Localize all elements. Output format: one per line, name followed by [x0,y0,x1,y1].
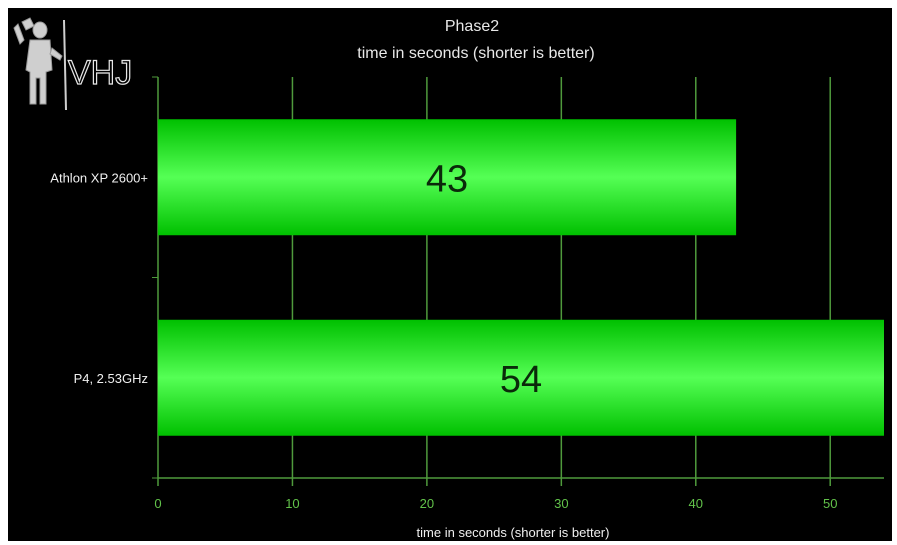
x-tick-label-30: 30 [554,496,568,511]
category-label-0: Athlon XP 2600+ [50,170,148,185]
chart-subtitle: time in seconds (shorter is better) [357,45,594,62]
bars [158,119,884,436]
labels: 0 10 20 30 40 50 43 Athlon XP 2600+ 54 P4, 2.53GH… [50,158,837,511]
chart-background [8,8,892,541]
x-tick-label-40: 40 [689,496,703,511]
x-tick-label-0: 0 [154,496,161,511]
chart-title: Phase2 [445,18,499,35]
bar-value-label-1: 54 [500,359,542,401]
category-label-1: P4, 2.53GHz [74,371,148,386]
logo-text: VHJ [68,54,132,92]
knight-figure-icon [13,17,67,111]
x-tick-label-20: 20 [420,496,434,511]
bar-0 [158,119,737,236]
vhj-logo: VHJ [13,17,133,111]
bar-value-label-0: 43 [426,158,468,200]
x-tick-label-10: 10 [285,496,299,511]
x-axis-title: time in seconds (shorter is better) [417,525,610,540]
bar-1 [158,319,884,436]
x-tick-label-50: 50 [823,496,837,511]
